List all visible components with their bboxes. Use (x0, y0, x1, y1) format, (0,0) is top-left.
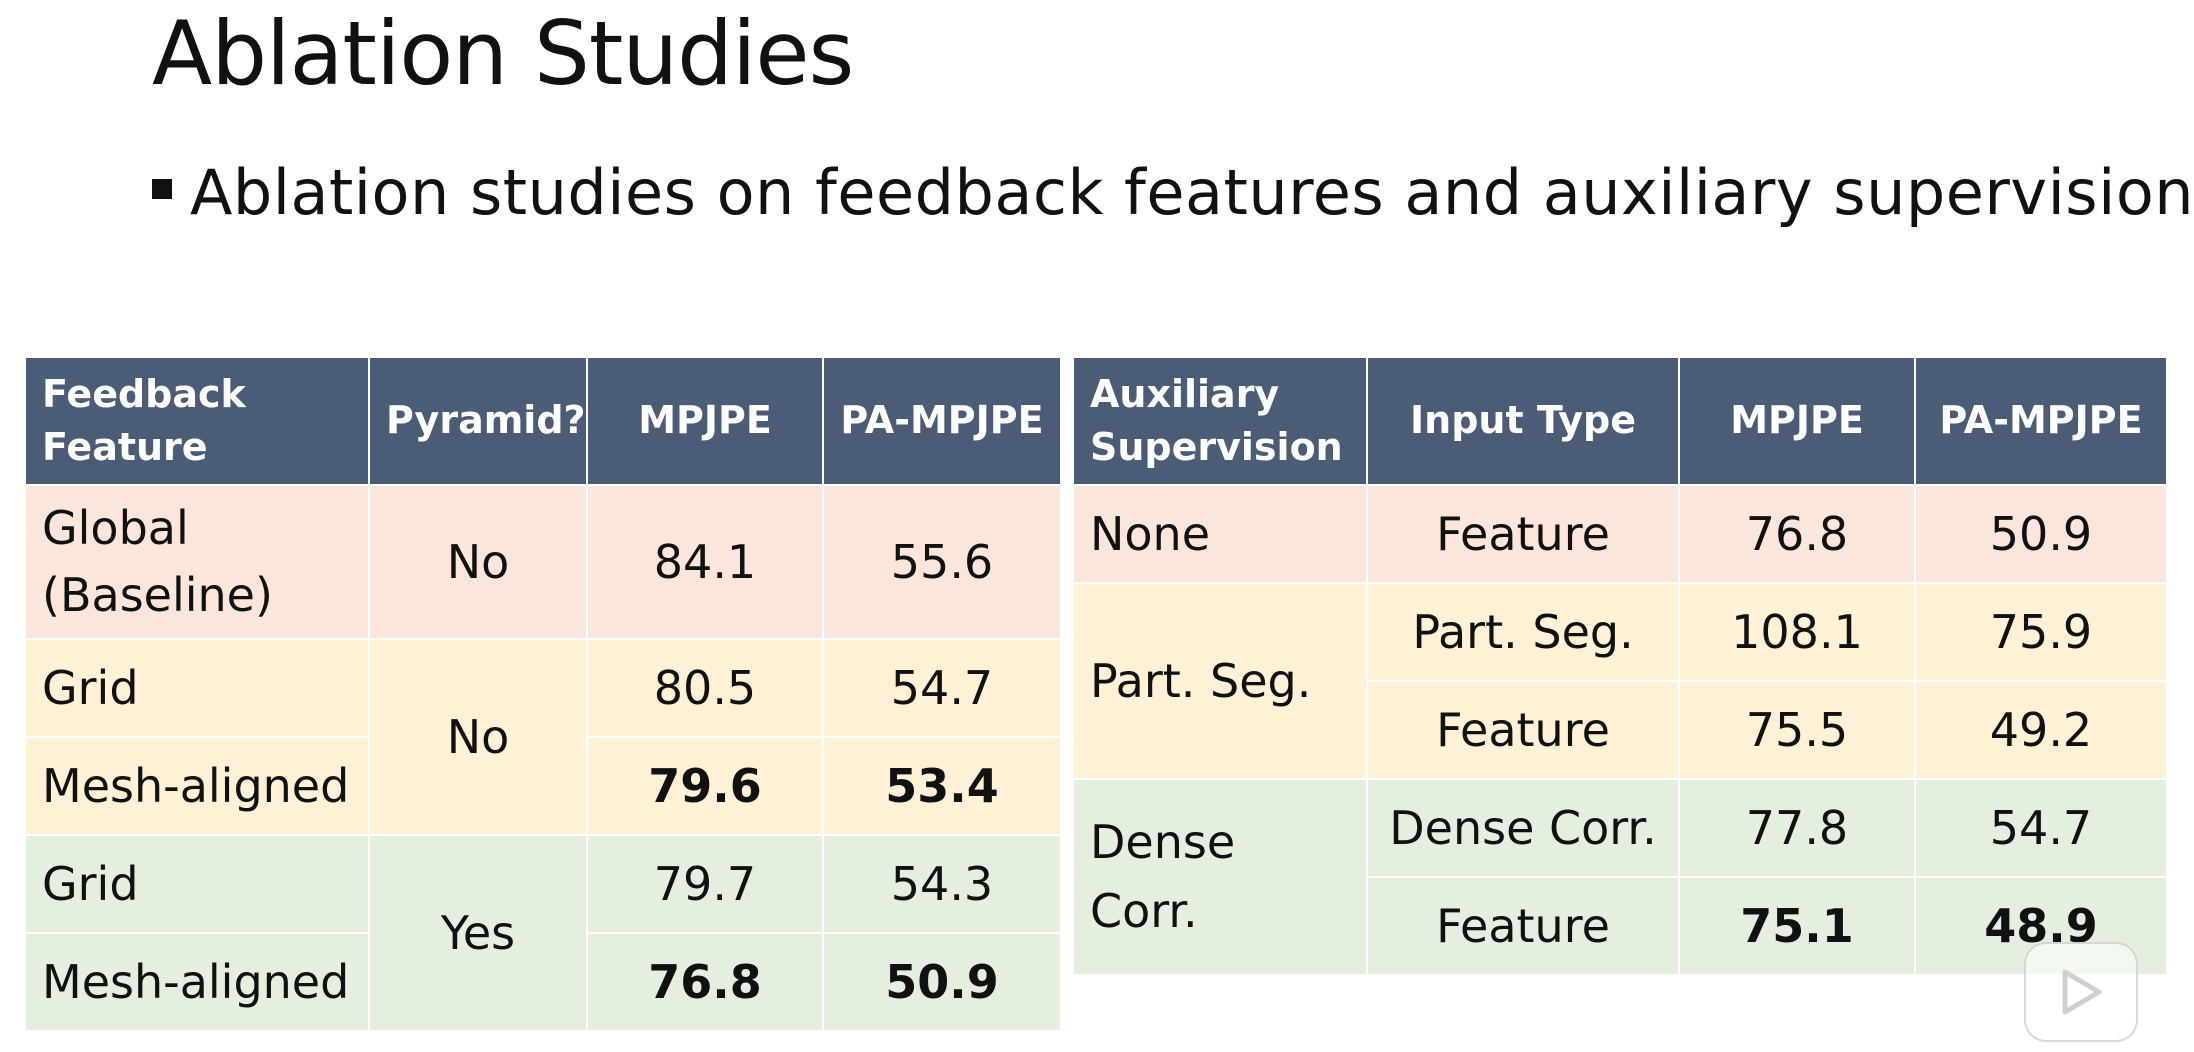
header-text: Feedback Feature (42, 371, 246, 469)
cell-input-type: Feature (1366, 484, 1680, 584)
cell-supervision: Part. Seg. (1072, 582, 1368, 780)
cell-pa-mpjpe: 50.9 (822, 932, 1062, 1032)
cell-pyramid: No (368, 484, 588, 640)
bullet-square-icon (152, 179, 172, 199)
slide-title: Ablation Studies (152, 2, 854, 105)
cell-input-type: Feature (1366, 680, 1680, 780)
cell-feature: Mesh-aligned (24, 736, 370, 836)
table-row: Grid No 80.5 54.7 (24, 638, 1062, 836)
table-header-row: Auxiliary Supervision Input Type MPJPE P… (1072, 356, 2168, 486)
header-pyramid: Pyramid? (368, 356, 588, 486)
cell-feature: Grid (24, 834, 370, 934)
table-row: None Feature 76.8 50.9 (1072, 484, 2168, 584)
play-button[interactable] (2024, 942, 2138, 1042)
cell-feature: Global (Baseline) (24, 484, 370, 640)
header-mpjpe: MPJPE (1678, 356, 1916, 486)
table-row: Feature 75.1 48.9 (1073, 876, 2168, 976)
cell-mpjpe: 75.1 (1678, 876, 1916, 976)
bullet-text: Ablation studies on feedback features an… (190, 155, 2194, 229)
cell-pa-mpjpe: 54.3 (822, 834, 1062, 934)
cell-pa-mpjpe: 49.2 (1914, 680, 2168, 780)
cell-input-type: Dense Corr. (1366, 778, 1680, 878)
cell-mpjpe: 79.7 (586, 834, 824, 934)
cell-mpjpe: 84.1 (586, 484, 824, 640)
cell-input-type: Feature (1366, 876, 1680, 976)
header-mpjpe: MPJPE (586, 356, 824, 486)
cell-text: Global (Baseline) (42, 501, 273, 622)
cell-pa-mpjpe: 50.9 (1914, 484, 2168, 584)
cell-supervision: Dense Corr. (1072, 778, 1368, 976)
cell-mpjpe: 79.6 (586, 736, 824, 836)
auxiliary-supervision-table: Auxiliary Supervision Input Type MPJPE P… (1072, 356, 2168, 976)
cell-pa-mpjpe: 54.7 (1914, 778, 2168, 878)
cell-feature: Grid (24, 638, 370, 738)
cell-supervision: None (1072, 484, 1368, 584)
cell-mpjpe: 76.8 (1678, 484, 1916, 584)
cell-mpjpe: 77.8 (1678, 778, 1916, 878)
header-feedback-feature: Feedback Feature (24, 356, 370, 486)
table-header-row: Feedback Feature Pyramid? MPJPE PA-MPJPE (24, 356, 1062, 486)
bullet-point: Ablation studies on feedback features an… (152, 152, 2194, 232)
feedback-feature-table: Feedback Feature Pyramid? MPJPE PA-MPJPE… (24, 356, 1062, 1032)
table-row: Global (Baseline) No 84.1 55.6 (24, 484, 1062, 640)
cell-pa-mpjpe: 55.6 (822, 484, 1062, 640)
play-icon (2062, 969, 2102, 1015)
cell-pyramid: Yes (368, 834, 588, 1032)
header-auxiliary-supervision: Auxiliary Supervision (1072, 356, 1368, 486)
table-row: Part. Seg. Part. Seg. 108.1 75.9 (1072, 582, 2168, 780)
cell-mpjpe: 108.1 (1678, 582, 1916, 682)
table-row: Grid Yes 79.7 54.3 (24, 834, 1062, 1032)
header-pa-mpjpe: PA-MPJPE (1914, 356, 2168, 486)
cell-pa-mpjpe: 54.7 (822, 638, 1062, 738)
header-text: Auxiliary Supervision (1090, 371, 1343, 469)
cell-mpjpe: 76.8 (586, 932, 824, 1032)
header-pa-mpjpe: PA-MPJPE (822, 356, 1062, 486)
cell-pa-mpjpe: 53.4 (822, 736, 1062, 836)
cell-mpjpe: 75.5 (1678, 680, 1916, 780)
cell-input-type: Part. Seg. (1366, 582, 1680, 682)
table-row: Dense Corr. Dense Corr. 77.8 54.7 (1072, 778, 2168, 976)
cell-pyramid: No (368, 638, 588, 836)
cell-mpjpe: 80.5 (586, 638, 824, 738)
header-input-type: Input Type (1366, 356, 1680, 486)
cell-feature: Mesh-aligned (24, 932, 370, 1032)
cell-pa-mpjpe: 75.9 (1914, 582, 2168, 682)
